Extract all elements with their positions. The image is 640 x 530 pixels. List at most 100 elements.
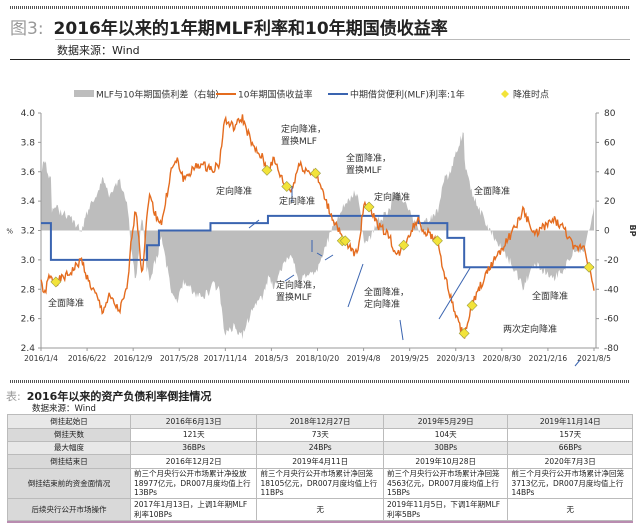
y-left-tick-label: 2.4 [21, 344, 36, 354]
annotation-label: 定向降准，置换MLF [276, 281, 322, 303]
table-cell: 66BPs [507, 441, 633, 455]
annotation-label: 定向降准 [374, 193, 411, 203]
rrr-cut-marker [261, 164, 273, 176]
table-cell: 前三个月央行公开市场累计净回笼4563亿元，DR007月度均值上行15BPs [382, 468, 509, 499]
rrr-cut-marker [398, 239, 410, 251]
legend-label: 中期借贷便利(MLF)利率:1年 [350, 89, 465, 101]
table-cell: 121天 [129, 428, 258, 442]
annotation-arrow [399, 319, 404, 341]
y-right-tick-label: -60 [604, 315, 619, 325]
annotation-arrow [438, 267, 471, 320]
rrr-cut-marker [281, 181, 293, 192]
chart: 2.4 2.6 2.8 3.0 3.2 3.4 3.6 3.8 4.0 -80 -60 -40 -20 0… [6, 89, 637, 367]
table-cell: 36BPs [129, 441, 258, 455]
table-cell: 无 [256, 498, 384, 521]
y-right-tick-label: 40 [604, 168, 616, 178]
x-tick-label: 2020/8/30 [483, 354, 522, 363]
table-cell: 无 [507, 498, 633, 521]
y-left-tick-label: 4.0 [21, 109, 36, 119]
rrr-cut-marker [466, 299, 478, 311]
annotation-label: 全面降准，定向降准 [364, 288, 410, 310]
table-row: 后续央行公开市场操作 2017年1月13日，上调1年期MLF利率10BPs 无 201… [7, 498, 633, 521]
annotation-arrow [284, 274, 295, 282]
table-cell: 2016年12月2日 [129, 454, 258, 469]
table-row: 倒挂天数 121天 73天 104天 157天 [7, 428, 633, 442]
table-row: 倒挂结束日 2016年12月2日 2019年4月11日 2019年10月28日 2020… [7, 454, 633, 469]
annotation-label: 两次定向降准 [503, 325, 558, 335]
row-label: 倒挂天数 [7, 428, 131, 442]
row-label: 倒挂起始日 [7, 414, 131, 429]
legend-label: MLF与10年期国债利差（右轴） [96, 89, 224, 101]
figure-number: 图3: [10, 19, 44, 39]
annotation-arrow [574, 359, 581, 367]
table-cell: 前三个月央行公开市场累计净回笼3713亿元，DR007月度均值上行14BPs [507, 468, 633, 499]
y-left-tick-label: 3.8 [21, 138, 36, 148]
figure-title-text: 2016年以来的1年期MLF利率和10年期国债收益率 [53, 19, 448, 39]
table-cell: 24BPs [256, 441, 384, 455]
y-left-tick-label: 2.8 [21, 285, 36, 295]
rrr-cut-marker [583, 261, 595, 273]
figure-source: 数据来源：Wind [57, 44, 140, 57]
table-cell: 104天 [382, 428, 509, 442]
annotation-arrow [316, 252, 323, 257]
top-dotted-rule [10, 6, 630, 9]
x-tick-label: 2017/11/14 [204, 354, 247, 363]
legend-swatch-diamond [501, 90, 509, 98]
table-cell: 2019年11月14日 [507, 414, 633, 429]
x-tick-label: 2017/5/28 [160, 354, 199, 363]
x-tick-label: 2020/3/13 [437, 354, 476, 363]
rrr-cut-marker [363, 201, 375, 213]
table-cell: 2020年7月3日 [507, 454, 633, 469]
table-cell: 2019年11月5日，下调1年期MLF利率5BPs [382, 498, 509, 521]
table-cell: 前三个月央行公开市场累计净回笼18105亿元，DR007月度均值上行11BPs [256, 468, 384, 499]
x-tick-label: 2018/10/20 [296, 354, 339, 363]
rrr-cut-marker [50, 276, 62, 288]
y-right-tick-label: 0 [604, 227, 610, 237]
table-number: 表: [6, 390, 21, 403]
y-right-tick-label: -20 [604, 256, 619, 266]
title-rule [55, 39, 630, 40]
rrr-cut-marker [339, 235, 351, 247]
table-cell: 2017年1月13日，上调1年期MLF利率10BPs [129, 498, 258, 521]
x-tick-label: 2018/5/3 [255, 354, 289, 363]
legend-label: 降准时点 [513, 89, 549, 101]
y-left-tick-label: 3.2 [21, 227, 35, 237]
table-source: 数据来源：Wind [32, 404, 96, 414]
table-cell: 2019年10月28日 [382, 454, 509, 469]
y-left-tick-label: 3.6 [21, 168, 36, 178]
y-right-tick-label: 80 [604, 109, 616, 119]
annotation-arrow [248, 219, 260, 229]
table-cell: 前三个月央行公开市场累计净投放18977亿元，DR007月度均值上行13BPs [129, 468, 258, 499]
spread-area [41, 132, 594, 340]
table-cell: 157天 [507, 428, 633, 442]
row-label: 倒挂结束前的资金面情况 [7, 468, 131, 499]
y-right-axis-label: BP [628, 225, 637, 237]
table-title: 表: 2016年以来的资产负债利率倒挂情况 [6, 388, 211, 404]
legend-swatch-spread [74, 90, 94, 97]
rrr-cut-marker [310, 167, 321, 179]
annotation-label: 定向降准 [216, 187, 253, 197]
table-cell: 2018年12月27日 [256, 414, 384, 429]
table-row: 最大幅度 36BPs 24BPs 30BPs 66BPs [7, 441, 633, 455]
y-right-tick-label: 60 [604, 138, 616, 148]
y-right-tick-label: -80 [604, 344, 619, 354]
table-row: 倒挂结束前的资金面情况 前三个月央行公开市场累计净投放18977亿元，DR007月… [7, 468, 633, 499]
header-rule [10, 59, 630, 60]
inversion-table: 倒挂起始日 2016年6月13日 2018年12月27日 2019年5月29日 2019… [7, 414, 633, 521]
table-cell: 2019年5月29日 [382, 414, 509, 429]
y-left-tick-label: 3.0 [21, 256, 36, 266]
section-dotted-rule [10, 380, 630, 383]
rrr-cut-marker [431, 235, 443, 247]
y-right-tick-label: 20 [604, 197, 616, 207]
legend-label: 10年期国债收益率 [238, 89, 312, 101]
table-cell: 30BPs [382, 441, 509, 455]
y-left-axis-label: % [6, 228, 13, 236]
y-left-tick-label: 3.4 [21, 197, 36, 207]
annotation-label: 定向降准，置换MLF [281, 125, 327, 147]
table-cell: 73天 [256, 428, 384, 442]
x-tick-label: 2021/2/16 [529, 354, 568, 363]
row-label: 倒挂结束日 [7, 454, 131, 469]
rrr-cut-marker [458, 327, 470, 339]
figure-title: 图3: 2016年以来的1年期MLF利率和10年期国债收益率 [10, 14, 448, 39]
x-tick-label: 2019/4/8 [347, 354, 381, 363]
